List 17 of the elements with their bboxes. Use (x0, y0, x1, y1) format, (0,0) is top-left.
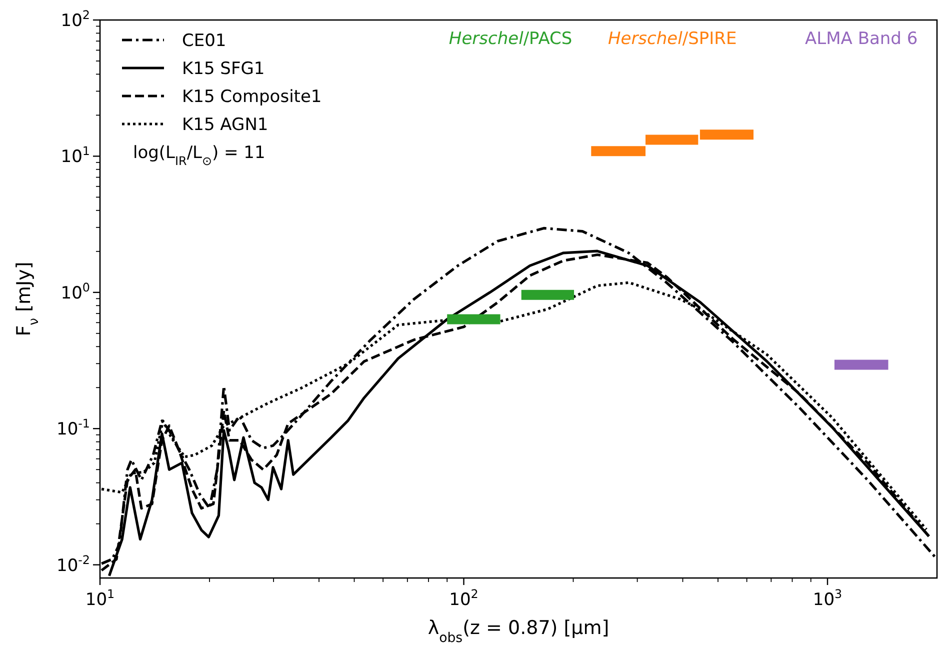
legend-label: K15 Composite1 (182, 87, 322, 107)
x-tick-label: 10$^{2}$ (449, 587, 478, 610)
x-tick-label: 10$^{3}$ (812, 587, 842, 610)
x-axis-title: λ$_{obs}$(z = 0.87) [μm] (428, 617, 610, 646)
legend-label: CE01 (182, 31, 226, 51)
text: Herschel/SPIRE (608, 29, 737, 49)
legend-label: K15 AGN1 (182, 115, 268, 135)
text: Herschel/PACS (448, 29, 572, 49)
y-tick-label: 10$^{2}$ (60, 8, 90, 31)
text: ALMA Band 6 (805, 29, 918, 49)
x-tick-label: 10$^{1}$ (85, 587, 115, 610)
y-tick-label: 10$^{-2}$ (56, 552, 90, 576)
y-tick-label: 10$^{0}$ (60, 280, 90, 304)
y-tick-label: 10$^{-1}$ (56, 416, 90, 440)
y-tick-label: 10$^{1}$ (60, 144, 90, 168)
annotation: log(L$_{IR}$/L$_{⊙}$) = 11 (133, 143, 266, 168)
legend-label: K15 SFG1 (182, 59, 265, 79)
